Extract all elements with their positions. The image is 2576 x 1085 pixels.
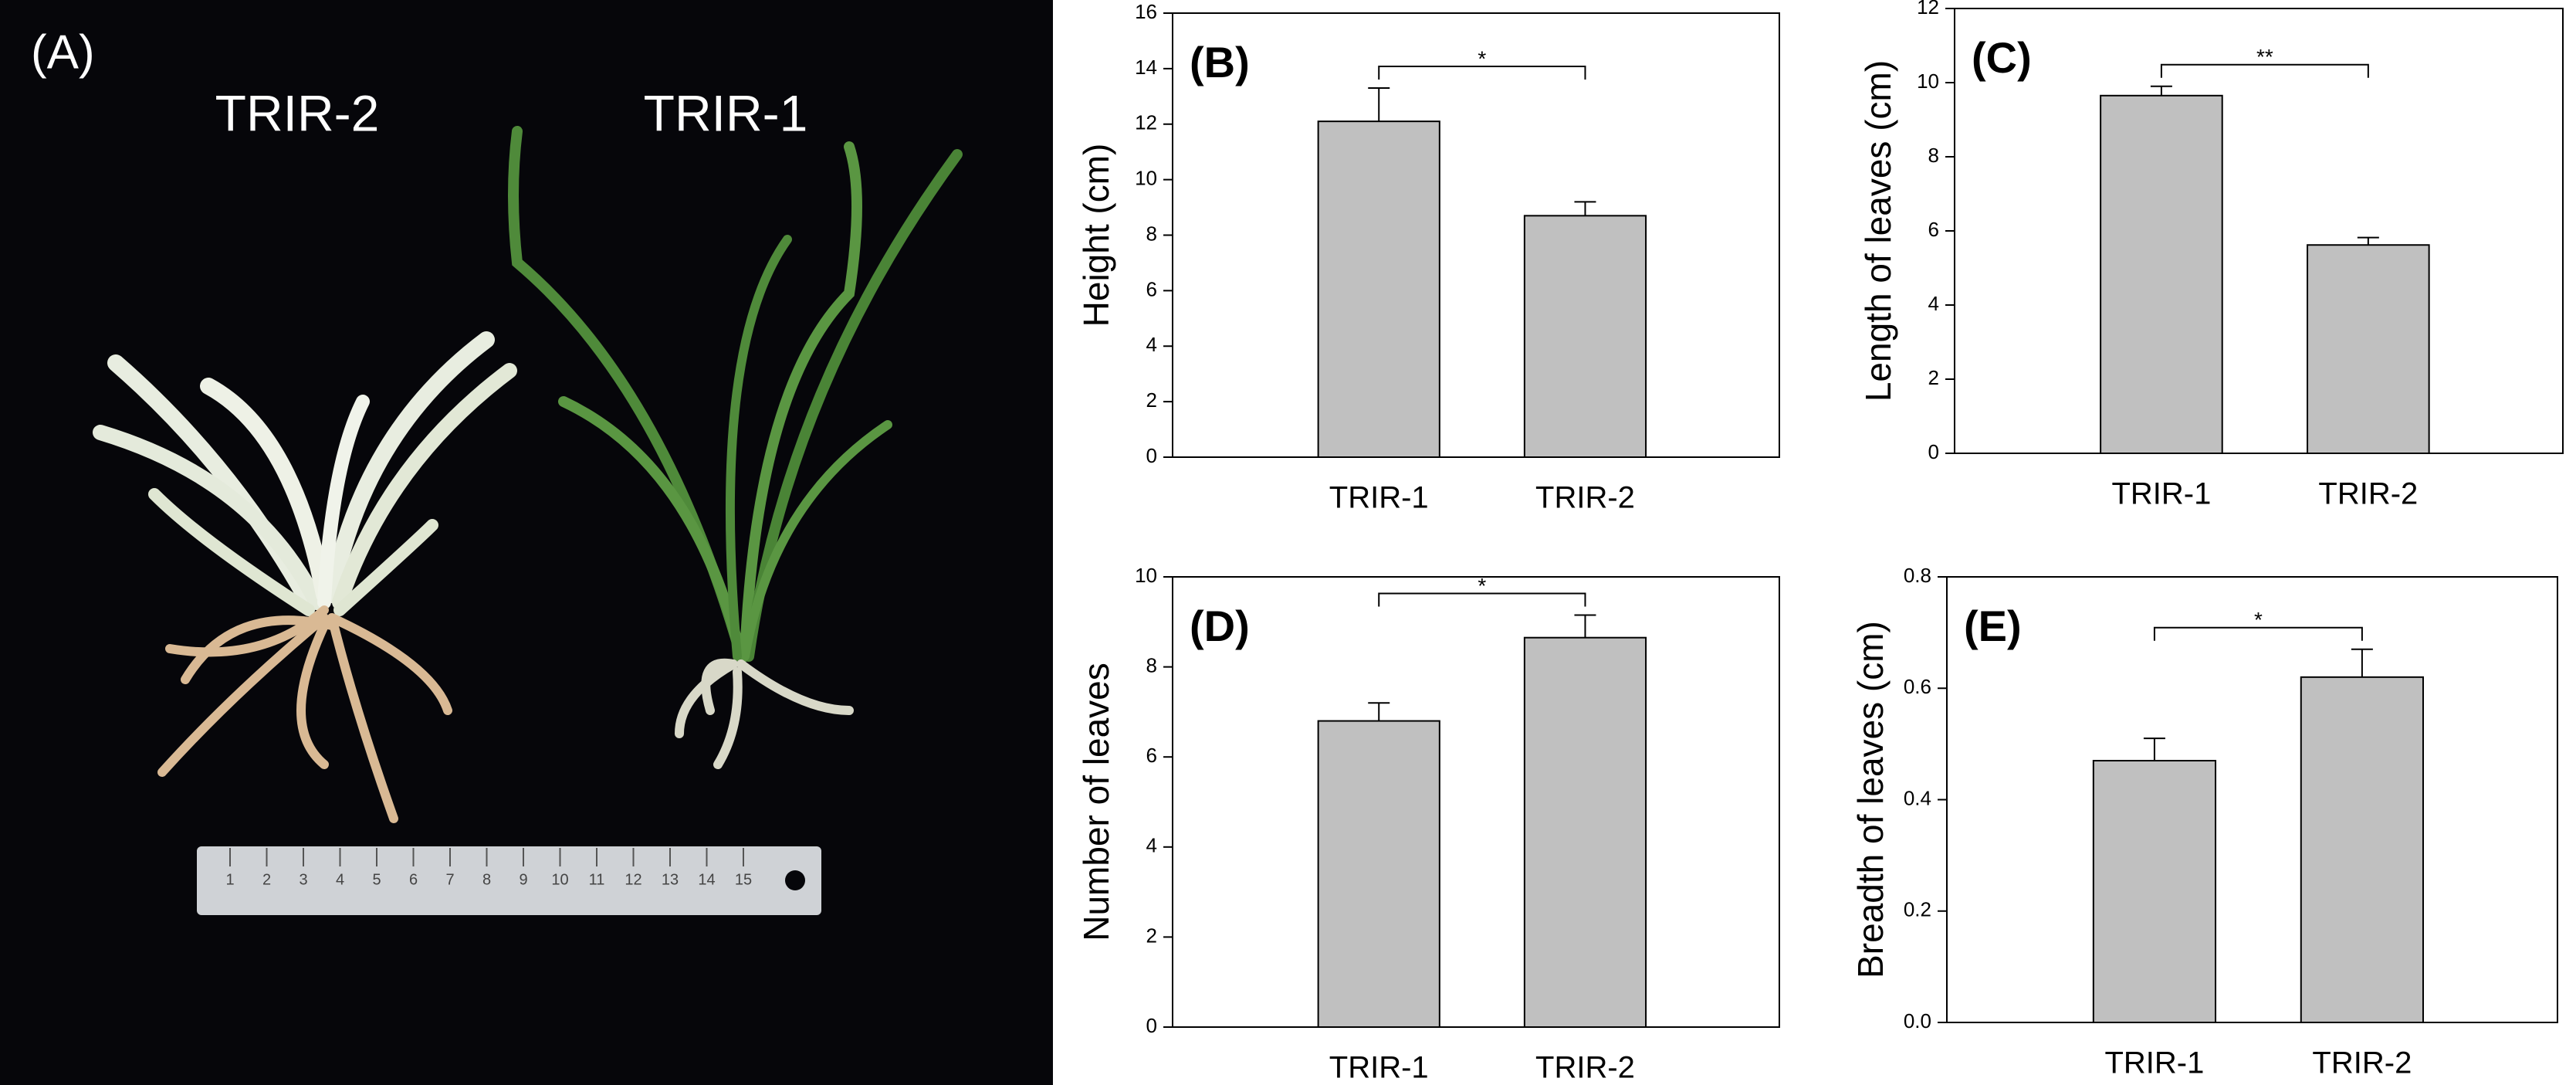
specimen-label: TRIR-1 [644,84,808,141]
significance-bracket [2153,626,2363,641]
plant-white [93,331,517,616]
error-bar [1574,201,1596,216]
y-tick-label: 0.0 [1904,1009,1931,1032]
y-tick-label: 8 [1928,144,1939,167]
y-tick-label: 12 [1917,0,1939,19]
y-tick-label: 0.4 [1904,786,1931,809]
bar [2307,244,2430,454]
x-tick-label: TRIR-2 [1535,481,1635,515]
ruler-number: 6 [409,871,418,888]
ruler-number: 7 [445,871,454,888]
y-tick-label: 10 [1135,167,1157,190]
y-tick-label: 4 [1146,333,1157,356]
y-tick-label: 2 [1146,924,1157,947]
ruler-hole [785,870,805,890]
y-tick-label: 8 [1146,222,1157,245]
ruler-number: 5 [372,871,381,888]
roots-white [157,605,452,823]
error-bar [2357,236,2379,246]
error-bar [1574,614,1596,638]
panel-label: (E) [1964,602,2022,650]
y-tick-label: 2 [1146,388,1157,412]
significance-label: * [2254,608,2263,632]
significance-label: * [1478,46,1486,70]
ruler-number: 3 [299,871,307,888]
y-axis-label: Number of leaves [1076,663,1116,941]
error-bar [1368,87,1390,122]
ruler [197,846,821,915]
bar [1317,720,1440,1028]
y-axis-label: Length of leaves (cm) [1858,60,1898,402]
ruler-number: 2 [262,871,271,888]
bar [2300,676,2424,1023]
specimen-label: TRIR-2 [215,84,380,141]
bar [1523,636,1647,1029]
ruler-number: 11 [589,871,605,888]
plot-frame [1954,8,2564,454]
y-tick-label: 4 [1928,292,1939,315]
bar [2092,760,2217,1023]
y-tick-label: 0 [1146,444,1157,467]
error-bar [2150,85,2172,96]
plot-frame [1946,576,2558,1023]
y-tick-label: 2 [1928,366,1939,389]
y-tick-label: 8 [1146,653,1157,676]
y-tick-label: 0 [1928,440,1939,463]
ruler-number: 10 [551,871,568,888]
error-bar [2351,648,2373,677]
significance-bracket [1378,66,1586,80]
ruler-number: 8 [482,871,491,888]
panel-label: (B) [1190,38,1250,86]
panel-label: (D) [1190,602,1250,650]
x-tick-label: TRIR-1 [2111,477,2211,511]
significance-label: * [1478,574,1486,598]
ruler-number: 4 [336,871,344,888]
plot-frame [1172,12,1780,458]
y-tick-label: 0 [1146,1014,1157,1037]
ruler-number: 14 [698,871,715,888]
bar [2100,94,2223,455]
x-tick-label: TRIR-2 [1535,1051,1635,1085]
x-tick-label: TRIR-1 [1329,1051,1429,1085]
ruler-number: 13 [662,871,679,888]
y-tick-label: 14 [1135,56,1157,79]
bar [1523,215,1647,458]
y-axis-label: Height (cm) [1076,144,1116,327]
significance-label: ** [2256,45,2273,69]
y-axis-label: Breadth of leaves (cm) [1850,621,1891,978]
x-tick-label: TRIR-1 [1329,481,1429,515]
y-tick-label: 12 [1135,111,1157,134]
significance-bracket [1378,592,1586,607]
y-tick-label: 10 [1135,564,1157,587]
ruler-number: 1 [225,871,234,888]
plot-frame [1172,576,1780,1028]
bar [1317,120,1440,458]
y-tick-label: 0.6 [1904,675,1931,698]
y-tick-label: 16 [1135,0,1157,23]
y-tick-label: 0.8 [1904,564,1931,587]
roots-green [675,658,854,769]
ruler-number: 9 [519,871,527,888]
photo-background [0,0,1053,1085]
ruler-number: 12 [625,871,641,888]
error-bar [2143,737,2165,761]
x-tick-label: TRIR-2 [2312,1046,2412,1080]
error-bar [1368,702,1390,721]
y-tick-label: 4 [1146,834,1157,857]
plant-green [508,126,963,662]
y-tick-label: 6 [1146,744,1157,767]
ruler-number: 15 [735,871,752,888]
panel-label: (C) [1972,33,2032,82]
y-tick-label: 6 [1146,277,1157,300]
y-tick-label: 10 [1917,70,1939,93]
significance-bracket [2160,63,2369,78]
y-tick-label: 0.2 [1904,898,1931,921]
y-tick-label: 6 [1928,218,1939,241]
x-tick-label: TRIR-1 [2104,1046,2204,1080]
photo-label: (A) [31,25,95,79]
x-tick-label: TRIR-2 [2318,477,2418,511]
